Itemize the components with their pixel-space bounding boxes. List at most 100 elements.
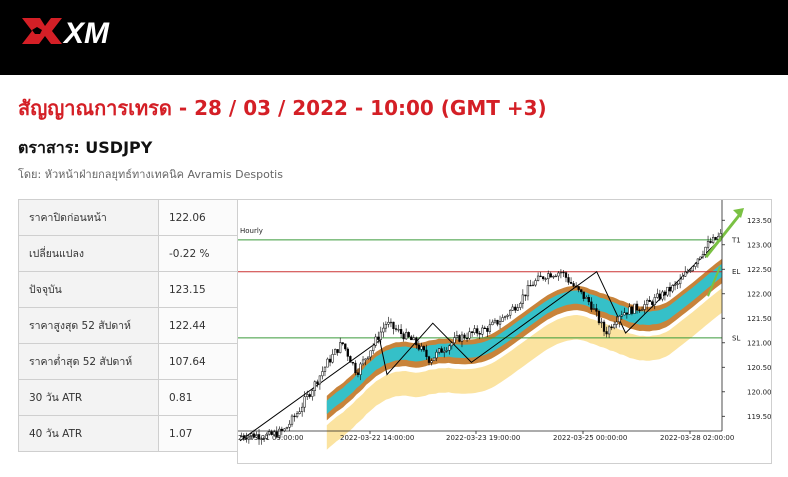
- candle-body: [392, 321, 395, 329]
- candle-body: [481, 327, 484, 335]
- candle-body: [341, 342, 344, 345]
- candle-body: [326, 358, 329, 368]
- candle-body: [676, 283, 679, 285]
- candle-body: [422, 346, 426, 351]
- candle-body: [425, 349, 428, 357]
- stat-value: 122.06: [158, 199, 239, 236]
- candle-body: [453, 337, 456, 344]
- candle-body: [402, 333, 405, 340]
- candle-body: [648, 299, 651, 302]
- page-title: สัญญาณการเทรด - 28 / 03 / 2022 - 10:00 (…: [18, 96, 547, 120]
- candle-body: [432, 357, 436, 361]
- candle-body: [374, 336, 377, 346]
- candle-body: [293, 415, 296, 418]
- candle-body: [567, 277, 570, 283]
- candle-body: [531, 284, 535, 287]
- candle-body: [445, 350, 448, 352]
- candle-body: [478, 333, 481, 335]
- candle-body: [389, 321, 393, 324]
- candle-body: [501, 317, 504, 322]
- candle-body: [443, 350, 446, 353]
- candle-body: [559, 271, 563, 274]
- stat-label: 40 วัน ATR: [18, 415, 159, 452]
- candle-body: [273, 431, 276, 435]
- candle-body: [653, 297, 656, 305]
- target-arrow-shaft: [704, 212, 743, 258]
- candle-body: [295, 413, 299, 417]
- candle-body: [633, 303, 636, 314]
- candle-body: [547, 273, 550, 280]
- candle-body: [590, 301, 593, 310]
- stats-row: ราคาต่ำสุด 52 สัปดาห์ 107.64: [18, 343, 239, 380]
- stats-row: 30 วัน ATR 0.81: [18, 379, 239, 416]
- x-tick-label: 22-03-21 09:00:00: [238, 434, 303, 442]
- price-chart[interactable]: T1 EL SL 119.50 120.00 120.50 121.00 121.50 122…: [237, 199, 772, 464]
- candle-body: [709, 241, 712, 243]
- header-bar: XM: [0, 0, 788, 75]
- y-tick-label: 123.50: [747, 217, 771, 225]
- candle-body: [656, 293, 659, 298]
- candle-body: [438, 348, 441, 353]
- candle-body: [460, 334, 464, 342]
- candle-body: [630, 306, 634, 314]
- candle-body: [666, 286, 669, 296]
- candle-body: [582, 291, 585, 299]
- candle-body: [699, 256, 702, 260]
- candle-body: [574, 285, 578, 288]
- x-tick-label: 2022-03-23 19:00:00: [446, 434, 520, 442]
- candle-body: [298, 411, 301, 414]
- candle-body: [448, 345, 451, 351]
- candle-body: [364, 358, 367, 361]
- candle-body: [509, 310, 512, 316]
- candle-body: [346, 348, 349, 357]
- candle-body: [308, 394, 311, 397]
- candle-body: [250, 433, 253, 437]
- candle-body: [643, 304, 646, 310]
- candle-body: [491, 321, 494, 326]
- candle-body: [470, 331, 474, 334]
- stats-row: 40 วัน ATR 1.07: [18, 415, 239, 452]
- candle-body: [473, 328, 476, 334]
- secondary-arrow: [707, 266, 721, 297]
- stat-value: 122.44: [158, 307, 239, 344]
- candle-body: [519, 303, 522, 308]
- candle-body: [288, 423, 291, 428]
- y-tick-label: 122.50: [747, 266, 771, 274]
- level-label-el: EL: [732, 268, 740, 276]
- candle-body: [686, 271, 689, 273]
- candle-body: [536, 275, 540, 281]
- candle-body: [554, 275, 557, 278]
- candle-body: [275, 431, 278, 438]
- x-tick-label: 2022-03-25 00:00:00: [553, 434, 627, 442]
- candle-body: [245, 437, 248, 440]
- candle-body: [539, 275, 542, 278]
- xm-logo[interactable]: XM: [18, 14, 136, 48]
- candle-body: [351, 362, 355, 364]
- candle-body: [496, 319, 499, 325]
- target-arrow-head: [733, 208, 744, 218]
- candle-body: [306, 394, 309, 398]
- candle-body: [260, 438, 263, 440]
- candle-body: [257, 434, 261, 440]
- level-label-sl: SL: [732, 334, 740, 342]
- candle-body: [382, 327, 385, 333]
- level-label-t1: T1: [731, 236, 741, 244]
- stat-label: เปลี่ยนแปลง: [18, 235, 159, 272]
- candle-body: [336, 349, 339, 353]
- candle-body: [679, 278, 682, 285]
- candle-body: [283, 428, 286, 431]
- candle-body: [369, 350, 372, 358]
- candle-body: [311, 390, 314, 397]
- y-tick-label: 121.50: [747, 315, 771, 323]
- candle-body: [605, 331, 608, 335]
- candle-body: [384, 323, 388, 329]
- candle-body: [587, 297, 590, 303]
- stat-value: -0.22 %: [158, 235, 239, 272]
- candle-body: [516, 307, 519, 311]
- candle-body: [618, 316, 621, 323]
- candle-body: [333, 349, 337, 355]
- candle-body: [356, 372, 360, 375]
- stat-value: 0.81: [158, 379, 239, 416]
- candle-body: [354, 362, 357, 374]
- candle-body: [640, 309, 644, 311]
